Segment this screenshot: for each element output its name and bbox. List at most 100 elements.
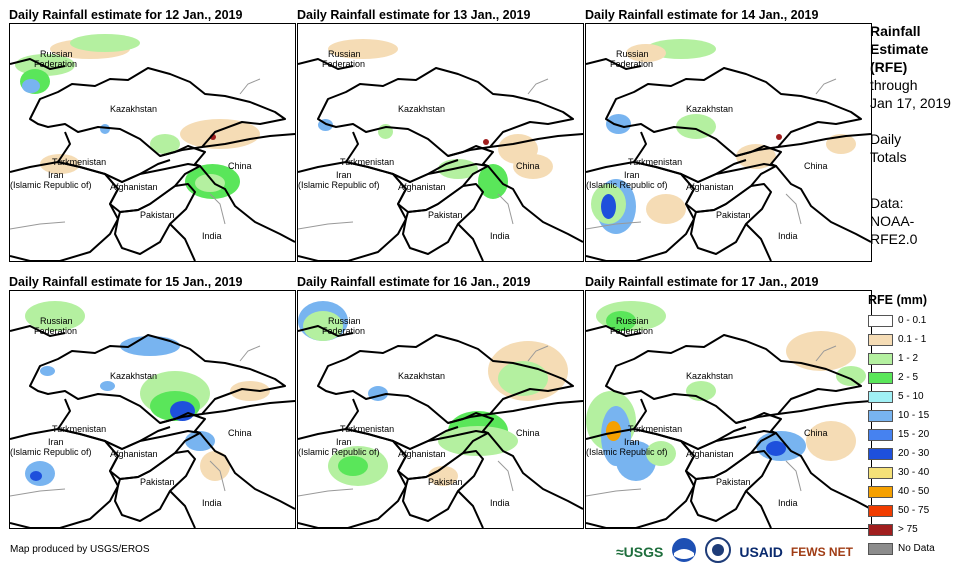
country-border	[298, 161, 407, 261]
country-label-afghanistan: Afghanistan	[110, 182, 158, 192]
rainfall-map: Russian Federation Kazakhstan Turkmenistan I…	[297, 290, 584, 529]
secondary-border	[239, 345, 261, 362]
secondary-border	[298, 221, 354, 230]
fews-net-logo: FEWS NET	[791, 545, 853, 559]
rainfall-map: Russian Federation Kazakhstan Turkmenistan I…	[9, 290, 296, 529]
country-border	[690, 183, 772, 255]
rainfall-area	[776, 134, 782, 140]
country-border	[298, 325, 354, 337]
usgs-logo: ≈USGS	[616, 544, 663, 560]
side-data-3: RFE2.0	[870, 231, 918, 247]
country-border	[457, 223, 484, 261]
rainfall-area	[836, 366, 866, 386]
rainfall-map: Russian Federation Kazakhstan Turkmenistan I…	[9, 23, 296, 262]
country-border	[447, 412, 583, 510]
country-border	[777, 400, 871, 415]
country-label-iran-2: (Islamic Republic of)	[586, 180, 668, 190]
country-label-russia-1: Russian	[328, 316, 361, 326]
country-border	[10, 325, 66, 337]
legend-item: 40 - 50	[868, 482, 935, 501]
country-border	[447, 145, 583, 243]
country-border	[735, 145, 871, 243]
legend-label: 5 - 10	[898, 391, 924, 402]
country-label-russia-1: Russian	[616, 49, 649, 59]
rainfall-map-graphic	[586, 39, 871, 261]
country-label-kazakhstan: Kazakhstan	[398, 371, 446, 381]
country-border	[298, 58, 354, 70]
secondary-border	[527, 345, 549, 362]
country-border	[159, 145, 295, 243]
side-title-3: (RFE)	[870, 59, 908, 75]
rainfall-map: Russian Federation Kazakhstan Turkmenistan I…	[585, 290, 872, 529]
usaid-seal-icon	[705, 536, 732, 568]
country-label-russia-2: Federation	[610, 326, 654, 336]
legend-item: > 75	[868, 520, 935, 539]
country-label-russia-1: Russian	[40, 49, 73, 59]
rainfall-area	[70, 34, 140, 52]
country-border	[402, 450, 484, 522]
country-label-russia-2: Federation	[322, 59, 366, 69]
country-border	[317, 334, 574, 424]
country-border	[169, 490, 196, 528]
rainfall-area	[100, 381, 115, 391]
country-border	[29, 334, 286, 424]
country-border	[29, 67, 286, 157]
country-label-kazakhstan: Kazakhstan	[686, 104, 734, 114]
country-label-turkmenistan: Turkmenistan	[52, 424, 107, 434]
secondary-border	[815, 78, 837, 95]
country-border	[10, 161, 119, 261]
logo-strip: ≈USGS USAID FEWS NET	[616, 536, 853, 568]
secondary-border	[586, 221, 642, 230]
country-border	[680, 163, 777, 213]
side-title-2: Estimate	[870, 41, 929, 57]
rainfall-area	[626, 44, 666, 62]
rainfall-area	[483, 139, 489, 145]
rainfall-area	[606, 114, 631, 134]
secondary-border	[815, 345, 837, 362]
map-panel: Daily Rainfall estimate for 16 Jan., 201…	[297, 275, 584, 529]
rainfall-area	[40, 366, 55, 376]
secondary-border	[10, 221, 66, 230]
legend-label: 40 - 50	[898, 486, 930, 497]
secondary-border	[298, 488, 354, 497]
secondary-border	[586, 488, 642, 497]
panel-title: Daily Rainfall estimate for 15 Jan., 201…	[9, 275, 243, 289]
legend-label: 2 - 5	[898, 372, 919, 383]
legend-swatch	[868, 428, 893, 441]
legend-label: 30 - 40	[898, 467, 930, 478]
country-border	[586, 325, 642, 337]
country-label-turkmenistan: Turkmenistan	[52, 157, 107, 167]
country-label-iran-2: (Islamic Republic of)	[586, 447, 668, 457]
legend-item: 0.1 - 1	[868, 330, 935, 349]
side-data-1: Data:	[870, 195, 904, 211]
country-border	[392, 430, 489, 480]
country-border	[201, 133, 295, 148]
country-label-russia-1: Russian	[328, 49, 361, 59]
rainfall-area	[646, 441, 676, 466]
country-label-afghanistan: Afghanistan	[398, 182, 446, 192]
country-label-russia-2: Federation	[322, 326, 366, 336]
country-label-india: India	[202, 498, 222, 508]
legend-swatch	[868, 409, 893, 422]
usgs-logo-text: ≈USGS	[616, 544, 664, 560]
country-label-iran-1: Iran	[336, 170, 352, 180]
rainfall-area	[736, 144, 776, 169]
country-label-iran-2: (Islamic Republic of)	[298, 447, 380, 457]
legend-swatch	[868, 542, 893, 555]
legend-item: 15 - 20	[868, 425, 935, 444]
legend-swatch	[868, 390, 893, 403]
rfe-legend: RFE (mm) 0 - 0.1 0.1 - 1 1 - 2 2 - 5 5 - 10 1…	[868, 293, 935, 558]
country-border	[104, 430, 201, 480]
country-label-russia-2: Federation	[34, 59, 78, 69]
side-title-1: Rainfall	[870, 23, 921, 39]
legend-item: 10 - 15	[868, 406, 935, 425]
country-border	[457, 490, 484, 528]
country-border	[605, 67, 862, 157]
legend-item: No Data	[868, 539, 935, 558]
country-border	[777, 133, 871, 148]
legend-label: 0 - 0.1	[898, 315, 927, 326]
country-label-afghanistan: Afghanistan	[110, 449, 158, 459]
side-panel: Rainfall Estimate (RFE) through Jan 17, …	[870, 22, 951, 248]
rainfall-area	[606, 421, 621, 441]
rainfall-area	[150, 134, 180, 154]
